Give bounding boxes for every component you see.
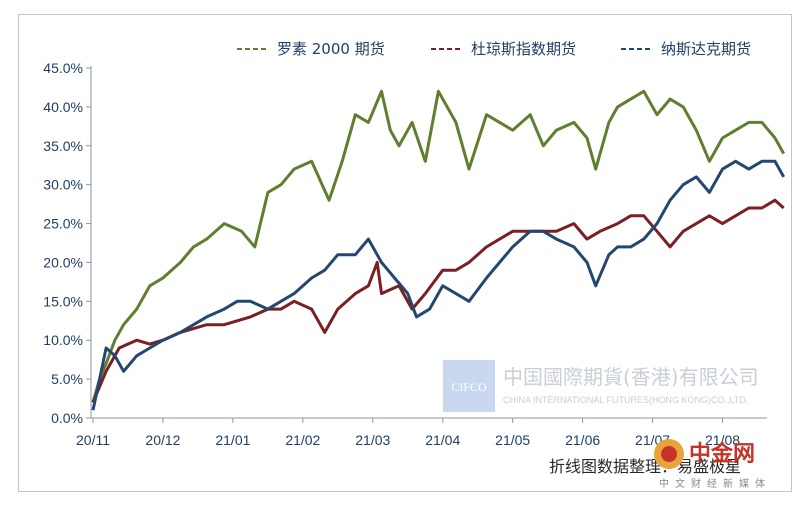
x-tick-label: 21/06 <box>565 432 600 448</box>
x-tick-label: 20/11 <box>76 432 110 448</box>
series-line-1 <box>91 198 785 403</box>
y-tick-label: 20.0% <box>43 254 83 270</box>
watermark-en: CHINA INTERNATIONAL FUTURES(HONG KONG)CO… <box>503 395 748 405</box>
legend: 罗素 2000 期货 杜琼斯指数期货 纳斯达克期货 <box>237 40 751 58</box>
line-chart: 0.0% 5.0% 10.0% 15.0% 20.0% 25.0% 30.0% 35.0% 40… <box>43 40 786 490</box>
x-tick-label: 21/04 <box>425 432 460 448</box>
x-tick-label: 21/05 <box>495 432 530 448</box>
legend-label-2: 纳斯达克期货 <box>661 40 751 58</box>
cifco-logo <box>443 360 495 412</box>
y-tick-label: 35.0% <box>43 138 83 154</box>
series-line-2 <box>91 159 786 411</box>
brand-sub: 中文财经新媒体 <box>659 477 771 490</box>
watermark-cn: 中国國際期貨(香港)有限公司 <box>503 365 759 389</box>
y-tick-label: 45.0% <box>43 60 83 76</box>
chart-axes <box>90 66 767 419</box>
brand-name: 中金网 <box>689 441 755 467</box>
legend-label-0: 罗素 2000 期货 <box>277 40 385 58</box>
y-tick-label: 40.0% <box>43 99 83 115</box>
chart-frame: 0.0% 5.0% 10.0% 15.0% 20.0% 25.0% 30.0% 35.0% 40… <box>18 14 792 492</box>
x-axis-ticks: 20/11 20/12 21/01 21/02 21/03 21/04 21/05 21/06… <box>76 418 740 448</box>
zjw-brand: 中金网 中文财经新媒体 <box>654 439 771 490</box>
x-tick-label: 21/01 <box>215 432 250 448</box>
legend-label-1: 杜琼斯指数期货 <box>471 40 576 58</box>
x-tick-label: 21/08 <box>705 432 740 448</box>
y-tick-label: 10.0% <box>43 332 83 348</box>
y-tick-label: 30.0% <box>43 177 83 193</box>
zjw-logo-inner-icon <box>661 446 677 462</box>
cifco-watermark: CIFCO 中国國際期貨(香港)有限公司 CHINA INTERNATIONAL… <box>443 360 759 412</box>
source-note: 折线图数据整理：易盛极星 <box>549 457 741 476</box>
series-line-0 <box>91 89 786 403</box>
cifco-logo-text: CIFCO <box>451 380 487 394</box>
y-tick-label: 5.0% <box>51 371 83 387</box>
x-tick-label: 21/02 <box>285 432 320 448</box>
series-lines <box>91 89 786 411</box>
x-tick-label: 21/03 <box>355 432 390 448</box>
x-tick-label: 20/12 <box>145 432 180 448</box>
y-tick-label: 25.0% <box>43 216 83 232</box>
y-axis-ticks: 0.0% 5.0% 10.0% 15.0% 20.0% 25.0% 30.0% 35.0% 40… <box>43 60 91 426</box>
y-tick-label: 0.0% <box>51 410 83 426</box>
y-tick-label: 15.0% <box>43 293 83 309</box>
